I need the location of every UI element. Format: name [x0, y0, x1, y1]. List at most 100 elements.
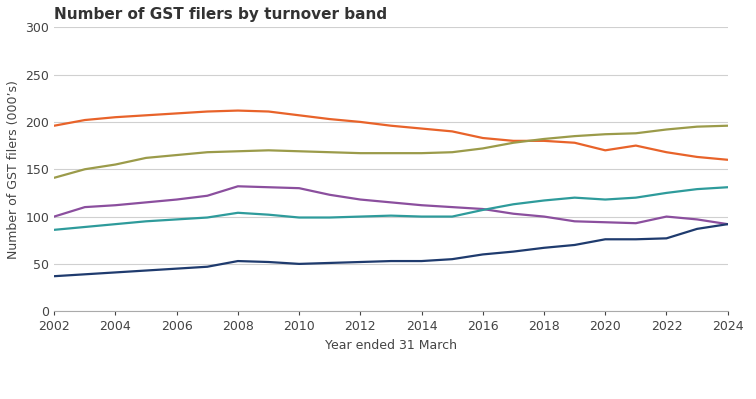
- \$0: [234, 184, 243, 189]
- \$250,001 to \$1,000,000: [234, 210, 243, 215]
- \$250,001 to \$1,000,000: [295, 215, 304, 220]
- \$0: [417, 203, 426, 207]
- \$250,001 to \$1,000,000: [479, 207, 488, 212]
- \$60,001 to \$250,000: [448, 150, 457, 154]
- \$0: [50, 214, 59, 219]
- \$1 to \$60,000: [540, 138, 549, 143]
- \$60,001 to \$250,000: [479, 146, 488, 151]
- \$250,001 to \$1,000,000: [723, 185, 733, 190]
- \$0: [448, 205, 457, 209]
- \$250,001 to \$1,000,000: [509, 202, 518, 207]
- Greater than \$1,000,000: [631, 237, 640, 242]
- \$60,001 to \$250,000: [172, 153, 181, 158]
- Greater than \$1,000,000: [234, 259, 243, 263]
- \$0: [325, 192, 334, 197]
- \$60,001 to \$250,000: [509, 140, 518, 145]
- \$0: [141, 200, 150, 205]
- \$60,001 to \$250,000: [601, 132, 610, 136]
- \$60,001 to \$250,000: [141, 156, 150, 160]
- \$1 to \$60,000: [386, 123, 395, 128]
- Greater than \$1,000,000: [448, 257, 457, 262]
- \$1 to \$60,000: [417, 126, 426, 131]
- \$250,001 to \$1,000,000: [631, 195, 640, 200]
- Greater than \$1,000,000: [141, 268, 150, 273]
- X-axis label: Year ended 31 March: Year ended 31 March: [325, 339, 457, 352]
- Greater than \$1,000,000: [570, 243, 579, 247]
- \$0: [203, 194, 212, 198]
- Y-axis label: Number of GST filers (000’s): Number of GST filers (000’s): [7, 80, 20, 259]
- \$250,001 to \$1,000,000: [50, 227, 59, 232]
- Greater than \$1,000,000: [417, 259, 426, 263]
- \$1 to \$60,000: [141, 113, 150, 118]
- Greater than \$1,000,000: [325, 261, 334, 265]
- \$0: [172, 197, 181, 202]
- \$60,001 to \$250,000: [325, 150, 334, 154]
- \$0: [479, 207, 488, 211]
- \$1 to \$60,000: [570, 140, 579, 145]
- \$60,001 to \$250,000: [570, 134, 579, 138]
- Greater than \$1,000,000: [264, 260, 273, 265]
- \$60,001 to \$250,000: [386, 151, 395, 156]
- \$0: [631, 221, 640, 225]
- \$0: [540, 214, 549, 219]
- \$1 to \$60,000: [509, 138, 518, 143]
- Greater than \$1,000,000: [356, 260, 365, 265]
- \$60,001 to \$250,000: [264, 148, 273, 153]
- \$250,001 to \$1,000,000: [203, 215, 212, 220]
- \$0: [356, 197, 365, 202]
- \$250,001 to \$1,000,000: [417, 214, 426, 219]
- \$0: [692, 217, 702, 222]
- \$60,001 to \$250,000: [692, 124, 702, 129]
- \$0: [601, 220, 610, 225]
- \$0: [570, 219, 579, 224]
- \$0: [509, 211, 518, 216]
- \$60,001 to \$250,000: [356, 151, 365, 156]
- \$250,001 to \$1,000,000: [601, 197, 610, 202]
- \$60,001 to \$250,000: [203, 150, 212, 154]
- Greater than \$1,000,000: [723, 222, 733, 227]
- \$1 to \$60,000: [601, 148, 610, 153]
- \$0: [662, 214, 671, 219]
- \$60,001 to \$250,000: [631, 131, 640, 136]
- \$250,001 to \$1,000,000: [172, 217, 181, 222]
- Greater than \$1,000,000: [662, 236, 671, 241]
- \$60,001 to \$250,000: [723, 123, 733, 128]
- \$1 to \$60,000: [631, 143, 640, 148]
- \$250,001 to \$1,000,000: [80, 225, 89, 229]
- Greater than \$1,000,000: [50, 274, 59, 279]
- \$0: [111, 203, 120, 207]
- Greater than \$1,000,000: [203, 265, 212, 269]
- \$250,001 to \$1,000,000: [386, 213, 395, 218]
- Greater than \$1,000,000: [540, 245, 549, 250]
- \$0: [80, 205, 89, 209]
- Text: Number of GST filers by turnover band: Number of GST filers by turnover band: [54, 7, 387, 22]
- \$60,001 to \$250,000: [111, 162, 120, 167]
- Greater than \$1,000,000: [295, 261, 304, 266]
- Greater than \$1,000,000: [80, 272, 89, 277]
- \$1 to \$60,000: [723, 157, 733, 162]
- \$60,001 to \$250,000: [417, 151, 426, 156]
- Line: Greater than \$1,000,000: Greater than \$1,000,000: [54, 224, 728, 276]
- \$1 to \$60,000: [479, 136, 488, 140]
- Line: \$0: \$0: [54, 186, 728, 224]
- Greater than \$1,000,000: [386, 259, 395, 263]
- Greater than \$1,000,000: [479, 252, 488, 257]
- \$250,001 to \$1,000,000: [325, 215, 334, 220]
- Line: \$60,001 to \$250,000: \$60,001 to \$250,000: [54, 126, 728, 178]
- \$60,001 to \$250,000: [234, 149, 243, 154]
- \$250,001 to \$1,000,000: [111, 222, 120, 227]
- \$1 to \$60,000: [50, 123, 59, 128]
- \$250,001 to \$1,000,000: [264, 212, 273, 217]
- Greater than \$1,000,000: [692, 227, 702, 231]
- \$1 to \$60,000: [662, 150, 671, 154]
- \$60,001 to \$250,000: [540, 136, 549, 141]
- \$1 to \$60,000: [80, 118, 89, 122]
- Greater than \$1,000,000: [111, 270, 120, 275]
- Greater than \$1,000,000: [601, 237, 610, 242]
- \$1 to \$60,000: [692, 154, 702, 159]
- \$1 to \$60,000: [356, 120, 365, 124]
- \$250,001 to \$1,000,000: [570, 195, 579, 200]
- \$1 to \$60,000: [234, 108, 243, 113]
- \$1 to \$60,000: [448, 129, 457, 134]
- \$0: [295, 186, 304, 191]
